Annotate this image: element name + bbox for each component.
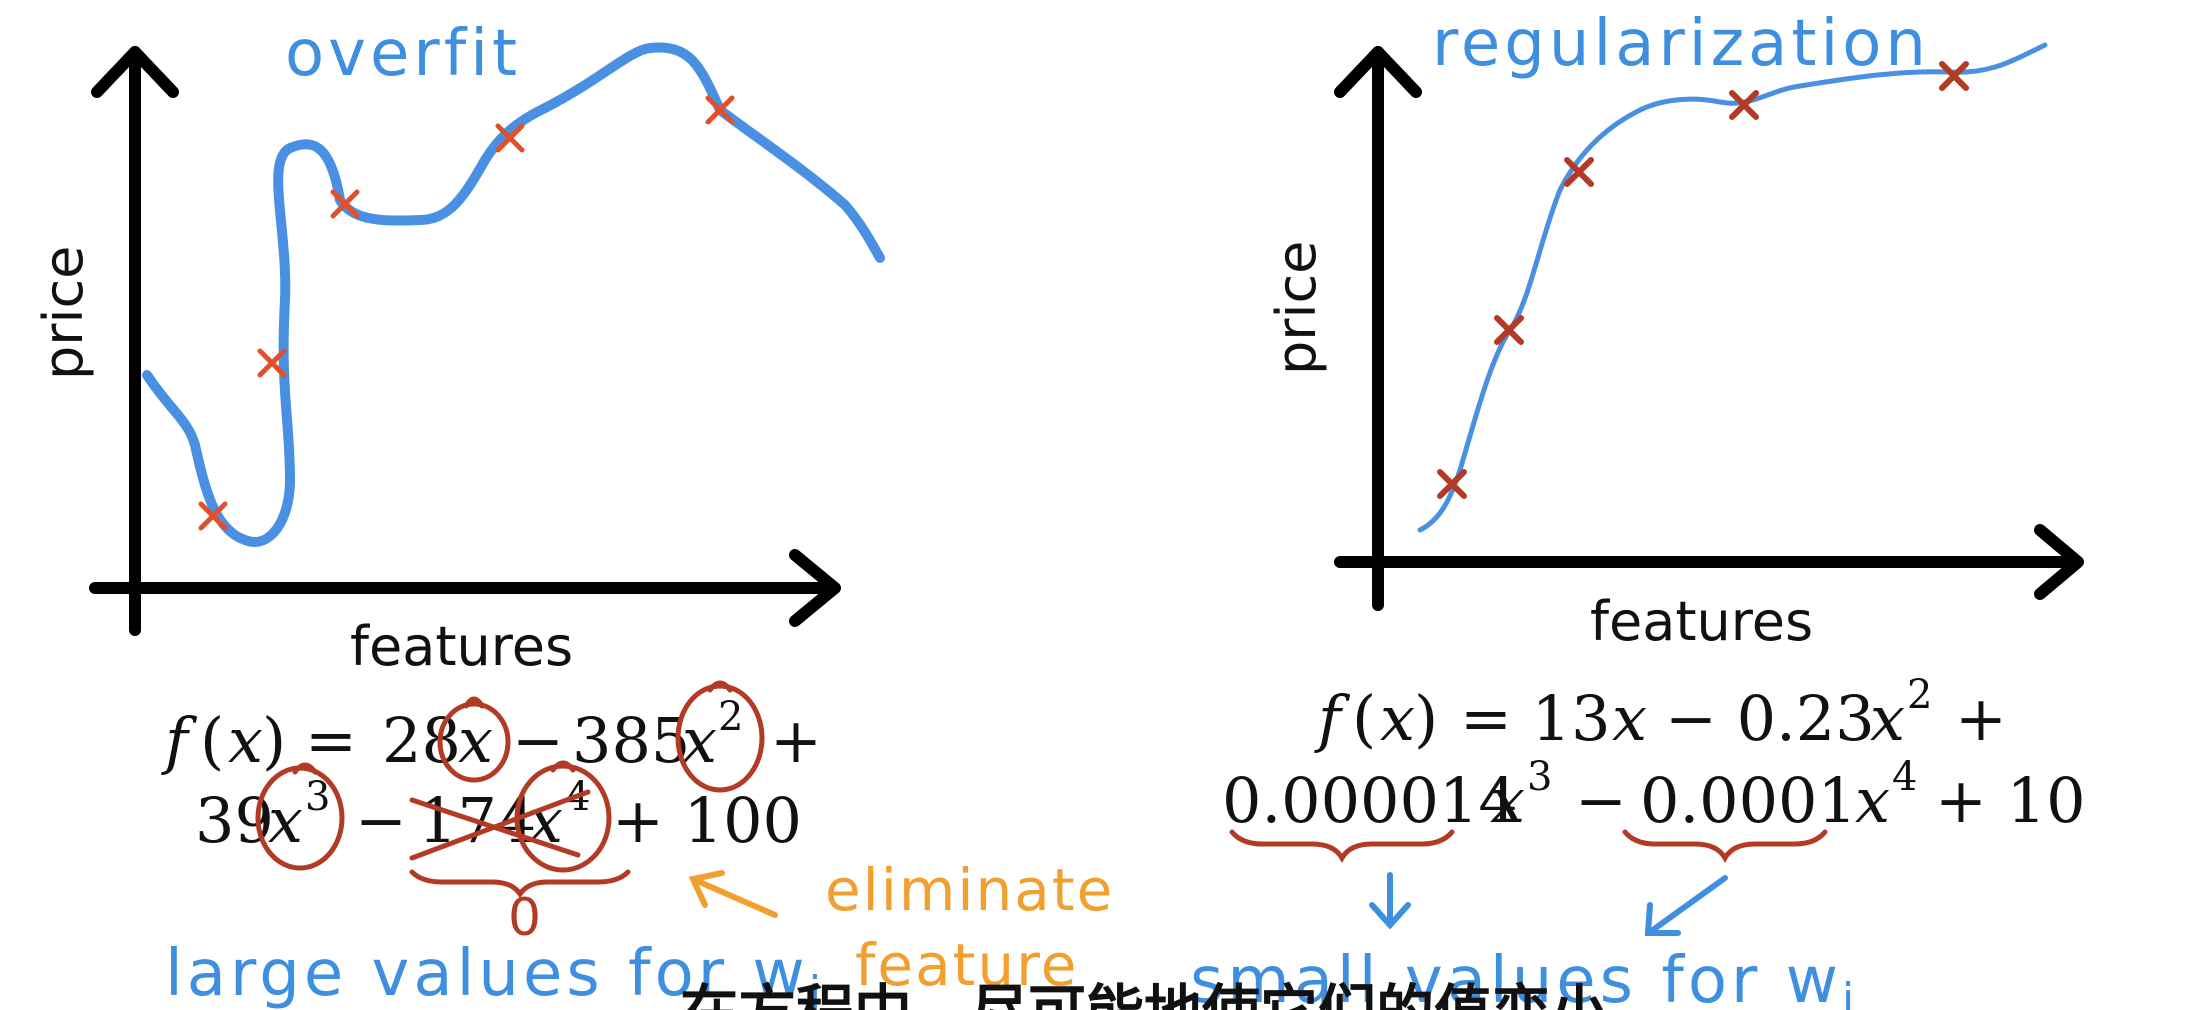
req-x2: x — [1870, 682, 1905, 755]
req-coef-13: = 13 — [1460, 682, 1611, 755]
video-subtitle: 在方程中，尽可能地使它们的值变小 — [680, 978, 1608, 1010]
data-point — [257, 348, 287, 378]
req-pow4: 4 — [1892, 754, 1917, 800]
small-values-note: small values for wj — [1190, 944, 1858, 1010]
zero-mark: 0 — [508, 888, 541, 948]
circle-x1 — [437, 701, 511, 783]
right-x-arrowhead — [2034, 524, 2084, 600]
eq-open-paren: ( — [200, 704, 224, 777]
req-coef-00001: 0.0001 — [1640, 764, 1857, 837]
eq-plus1: + — [770, 704, 822, 777]
circle-x1-hat — [463, 696, 485, 709]
data-point — [1939, 61, 1969, 91]
req-coef-000014: 0.000014 — [1222, 764, 1518, 837]
data-point — [330, 189, 360, 219]
right-panel: regularization price features f ( x ) = … — [1190, 7, 2086, 1010]
eq-coef-385: 385 — [572, 704, 690, 777]
eq-x2: x — [682, 704, 717, 777]
right-y-arrowhead — [1334, 46, 1422, 98]
overfit-data-points — [198, 95, 735, 531]
left-y-axis-label: price — [32, 246, 95, 380]
eq-x: x — [228, 704, 263, 777]
right-equation-line2: 0.000014 x 3 − 0.0001 x 4 + 10 — [1222, 754, 2086, 837]
data-point — [1494, 315, 1524, 345]
underbrace-000014 — [1229, 829, 1455, 864]
eq-pow2: 2 — [718, 694, 743, 740]
regularization-data-points — [1437, 61, 1969, 499]
req-pow2: 2 — [1907, 672, 1932, 718]
right-x-axis-label: features — [1590, 590, 1813, 653]
right-y-axis-label: price — [1265, 241, 1328, 375]
req-pow3: 3 — [1527, 754, 1552, 800]
data-point — [495, 123, 525, 153]
req-x1: x — [1612, 682, 1647, 755]
left-x-arrowhead — [789, 549, 841, 627]
feature-note: feature — [855, 931, 1078, 999]
left-equation-line2: 39 x 3 − 174 x 4 + 100 — [195, 774, 802, 857]
overfit-title: overfit — [285, 17, 521, 91]
circle-x2 — [675, 683, 765, 793]
data-point — [1729, 90, 1759, 120]
req-plus1: + — [1955, 682, 2007, 755]
eq-x1: x — [458, 704, 493, 777]
req-open: ( — [1352, 682, 1376, 755]
eq-minus2: − — [355, 784, 407, 857]
eq-equals: = — [305, 704, 357, 777]
underbrace-left — [409, 869, 631, 899]
right-equation-line1: f ( x ) = 13 x − 0.23 x 2 + — [1314, 672, 2007, 755]
red-annotations-left — [255, 680, 765, 899]
regularization-curve — [1417, 42, 2048, 533]
eq-x3: x — [268, 784, 303, 857]
red-annotations-right — [1229, 829, 1828, 864]
data-point — [1564, 157, 1594, 187]
req-x: x — [1380, 682, 1415, 755]
underbrace-00001 — [1622, 829, 1828, 864]
left-x-axis-label: features — [350, 615, 573, 678]
regularization-title: regularization — [1432, 7, 1930, 81]
large-values-note: large values for wj — [165, 937, 825, 1010]
left-panel: overfit price features f ( x ) = 28 x − … — [32, 17, 1114, 1010]
strike-174-a — [409, 789, 591, 861]
req-coef-023: − 0.23 — [1665, 682, 1875, 755]
data-point — [705, 95, 735, 125]
data-point — [1437, 469, 1467, 499]
left-y-arrowhead — [91, 46, 179, 98]
small-values-arrows — [1369, 872, 1728, 936]
eq-plus-100: + 100 — [612, 784, 802, 857]
circle-x4-hat — [550, 760, 576, 773]
req-x3: x — [1490, 764, 1525, 837]
req-plus-10: + 10 — [1935, 764, 2086, 837]
data-point — [198, 501, 228, 531]
strike-174-b — [409, 797, 581, 858]
eliminate-arrow — [688, 870, 778, 918]
req-f: f — [1314, 682, 1351, 755]
req-x4: x — [1855, 764, 1890, 837]
overfit-curve — [142, 42, 885, 547]
req-minus: − — [1575, 764, 1627, 837]
circle-x3-hat — [292, 762, 318, 775]
eq-f: f — [161, 704, 198, 777]
eliminate-note: eliminate — [825, 856, 1114, 924]
req-close: ) — [1414, 682, 1438, 755]
circle-x2-hat — [707, 680, 733, 693]
eq-close-paren: ) — [262, 704, 286, 777]
